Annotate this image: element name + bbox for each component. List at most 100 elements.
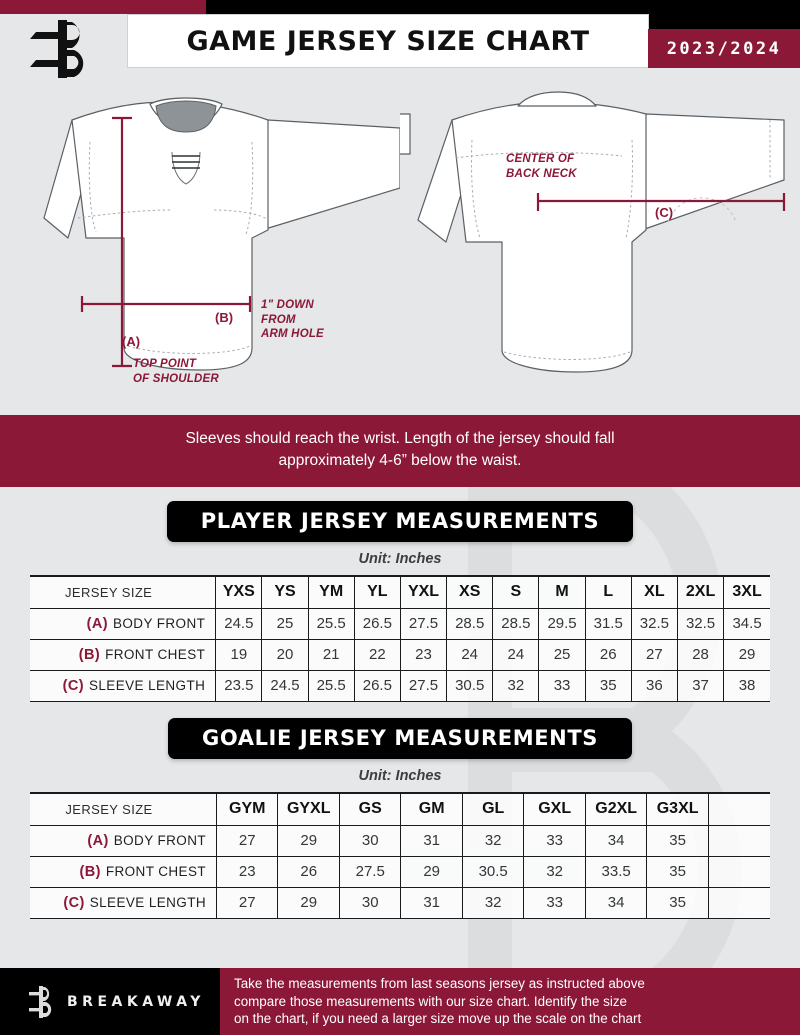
measurement-cell: 20 — [261, 639, 309, 671]
marker-b-label: (B) — [215, 310, 234, 325]
table-header-row: JERSEY SIZE GYM GYXL GS GM GL GXL G2XL G3XL — [30, 792, 770, 826]
marker-b-note-line2: FROM — [261, 313, 296, 326]
measurement-cell: 25 — [261, 608, 309, 640]
marker-a-note-line2: OF SHOULDER — [133, 372, 219, 385]
table-row: (B) FRONT CHEST 19 20 21 22 23 24 24 25 26 27 28 29 — [30, 639, 770, 671]
measurement-cell: 32 — [461, 887, 525, 919]
measurement-cell: 29 — [277, 825, 340, 857]
marker-c-note: CENTER OF BACK NECK — [506, 152, 577, 181]
measurement-cell: 36 — [630, 670, 678, 702]
page-header: GAME JERSEY SIZE CHART 2023/2024 — [0, 0, 800, 78]
size-column-header-yl: YL — [353, 575, 401, 609]
size-column-header-ym: YM — [307, 575, 355, 609]
measurement-cell: 38 — [723, 670, 770, 702]
measurement-cell: 29 — [400, 856, 463, 888]
measurement-cell: 24.5 — [261, 670, 309, 702]
measurement-cell: 32 — [461, 825, 525, 857]
measurement-row-label: (A) BODY FRONT — [30, 825, 217, 857]
size-column-header-gs: GS — [338, 792, 402, 826]
jersey-back-illustration — [400, 91, 786, 373]
season-label: 2023/2024 — [666, 38, 782, 59]
size-column-header-yxl: YXL — [399, 575, 448, 609]
measurement-cell-empty — [707, 825, 770, 857]
size-column-header-ys: YS — [261, 575, 309, 609]
measurement-row-label: (B) FRONT CHEST — [30, 639, 217, 671]
measurement-cell: 34 — [584, 825, 648, 857]
marker-b-note-line3: ARM HOLE — [261, 328, 324, 341]
size-column-header-l: L — [584, 575, 632, 609]
measurement-cell: 30 — [338, 887, 402, 919]
measurement-cell: 24 — [446, 639, 494, 671]
measurement-cell: 33 — [538, 670, 586, 702]
marker-c-label: (C) — [655, 205, 674, 220]
measurement-cell: 33 — [523, 825, 586, 857]
measurement-cell: 35 — [646, 887, 709, 919]
measurement-cell: 29.5 — [538, 608, 586, 640]
player-unit-label: Unit: Inches — [358, 551, 442, 567]
measurement-cell: 19 — [215, 639, 263, 671]
measurement-name: FRONT CHEST — [105, 647, 206, 662]
table-row: (B) FRONT CHEST 23 26 27.5 29 30.5 32 33.5 35 — [30, 856, 770, 888]
player-measurements-table: JERSEY SIZE YXS YS YM YL YXL XS S M L XL 2XL 3XL (A) B… — [30, 575, 770, 702]
jersey-diagrams: (B) 1" DOWN FROM ARM HOLE (A) TOP POINT … — [0, 70, 800, 415]
measurement-marker: (C) — [63, 895, 85, 911]
measurement-cell: 23 — [215, 856, 279, 888]
measurement-cell: 30 — [338, 825, 402, 857]
measurement-cell: 27 — [630, 639, 678, 671]
measurement-name: FRONT CHEST — [105, 864, 206, 879]
measurement-cell: 27.5 — [338, 856, 402, 888]
size-column-header-gxl: GXL — [523, 792, 586, 826]
size-column-header-gym: GYM — [215, 792, 279, 826]
breakaway-b-logo-icon — [26, 985, 56, 1019]
marker-b-note-line1: 1" DOWN — [261, 299, 314, 311]
footer-brand-name: BREAKAWAY — [67, 993, 205, 1010]
size-column-header-xl: XL — [630, 575, 678, 609]
measurement-cell: 26 — [584, 639, 632, 671]
measurement-row-label: (B) FRONT CHEST — [30, 856, 217, 888]
measurement-name: SLEEVE LENGTH — [89, 678, 206, 693]
marker-c-note-line1: CENTER OF — [506, 153, 575, 165]
measurement-cell: 26.5 — [353, 608, 401, 640]
measurement-cell: 25.5 — [307, 608, 355, 640]
marker-a-label: (A) — [122, 334, 141, 349]
measurement-cell: 27 — [215, 825, 279, 857]
breakaway-b-logo-icon — [28, 18, 98, 80]
measurement-row-label: (C) SLEEVE LENGTH — [30, 670, 217, 702]
measurement-cell: 37 — [676, 670, 725, 702]
footer-brand-block: BREAKAWAY — [0, 968, 220, 1035]
measurement-cell: 24 — [492, 639, 540, 671]
table-row: (A) BODY FRONT 27 29 30 31 32 33 34 35 — [30, 825, 770, 857]
measurement-cell: 28.5 — [446, 608, 494, 640]
measurement-cell: 27 — [215, 887, 279, 919]
measurement-cell: 35 — [646, 856, 709, 888]
header-maroon-strip — [0, 0, 206, 14]
measurement-cell: 23.5 — [215, 670, 263, 702]
size-column-header-m: M — [538, 575, 586, 609]
size-column-header-3xl: 3XL — [723, 575, 770, 609]
goalie-jersey-section: GOALIE JERSEY MEASUREMENTS Unit: Inches … — [0, 702, 800, 919]
player-section-title: PLAYER JERSEY MEASUREMENTS — [166, 501, 634, 542]
measurement-name: BODY FRONT — [112, 616, 206, 631]
size-column-header-2xl: 2XL — [676, 575, 725, 609]
measurement-cell: 33.5 — [584, 856, 648, 888]
measurement-cell: 32 — [492, 670, 540, 702]
goalie-unit-label: Unit: Inches — [358, 768, 442, 784]
goalie-section-title: GOALIE JERSEY MEASUREMENTS — [168, 718, 632, 759]
measurement-name: SLEEVE LENGTH — [89, 895, 206, 910]
measurement-cell: 30.5 — [461, 856, 525, 888]
size-column-header-gyxl: GYXL — [277, 792, 340, 826]
footer-instructions-line3: on the chart, if you need a larger size … — [234, 1011, 642, 1027]
jersey-front-illustration — [43, 97, 400, 371]
marker-a-note: TOP POINT OF SHOULDER — [133, 357, 219, 386]
measurement-row-label: (C) SLEEVE LENGTH — [30, 887, 217, 919]
table-row: (C) SLEEVE LENGTH 27 29 30 31 32 33 34 35 — [30, 887, 770, 919]
measurement-cell: 21 — [307, 639, 355, 671]
marker-a-note-line1: TOP POINT — [133, 358, 197, 370]
table-row: (A) BODY FRONT 24.5 25 25.5 26.5 27.5 28.5 28.5 2… — [30, 608, 770, 640]
size-column-header-g3xl: G3XL — [646, 792, 709, 826]
measurement-cell: 34 — [584, 887, 648, 919]
measurement-cell: 31 — [400, 887, 463, 919]
measurement-cell: 35 — [584, 670, 632, 702]
measurement-cell: 32.5 — [676, 608, 725, 640]
table-header-row: JERSEY SIZE YXS YS YM YL YXL XS S M L XL 2XL 3XL — [30, 575, 770, 609]
